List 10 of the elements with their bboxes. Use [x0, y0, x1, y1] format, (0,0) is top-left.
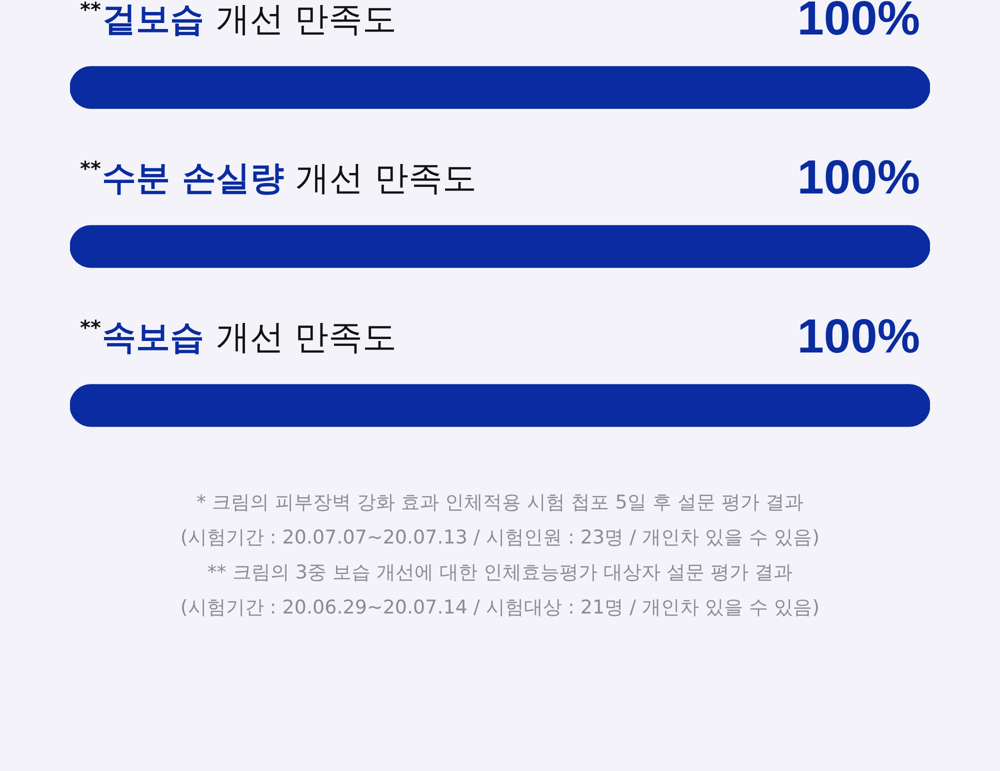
data-label: 100% [797, 152, 920, 205]
text: (시험기간 : 20.07.07~20.07.13 / 시험인원 : 23명 / 개인차 있을 수 있음) [180, 526, 820, 548]
y-tick-label: **속보습 개선 만족도 [80, 316, 397, 358]
text: ** 크림의 3중 보습 개선에 대한 인체효능평가 대상자 설문 평가 결과 [207, 561, 793, 584]
y-tick-label: **겉보습 개선 만족도 [80, 0, 397, 40]
text: * 크림의 피부장벽 강화 효과 인체적용 시험 첩포 5일 후 설문 평가 결과 [196, 491, 804, 514]
text: (시험기간 : 20.06.29~20.07.14 / 시험대상 : 21명 / 개인차 있을 수 있음) [180, 596, 820, 618]
data-label: 100% [797, 310, 920, 364]
data-label: 100% [797, 0, 920, 46]
y-tick-label: **수분 손실량 개선 만족도 [80, 156, 476, 198]
